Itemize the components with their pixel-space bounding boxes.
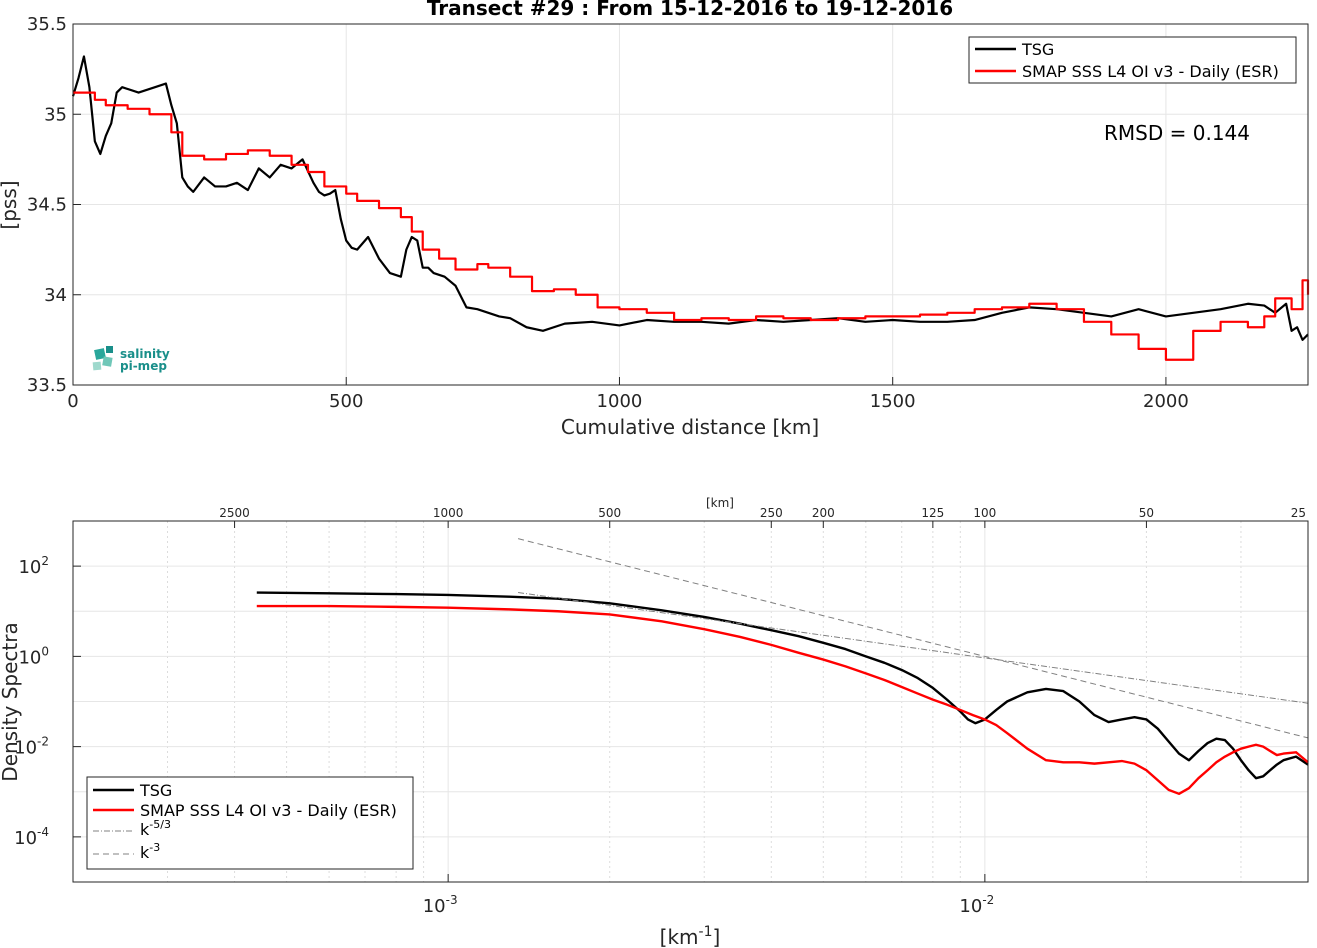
top-legend: TSG SMAP SSS L4 OI v3 - Daily (ESR) (968, 36, 1297, 84)
bottom-axes-frame (72, 520, 1309, 883)
top-km-tick-label: 25 (1291, 506, 1306, 520)
top-legend-box (968, 36, 1297, 84)
top-x-tick-label: 500 (329, 391, 363, 412)
top-x-axis-label: Cumulative distance [km] (561, 415, 819, 439)
bottom-x-axis-label: [km-1] (660, 924, 721, 948)
bottom-legend: TSG SMAP SSS L4 OI v3 - Daily (ESR) k-5/… (86, 776, 414, 870)
top-km-tick-label: 250 (760, 506, 783, 520)
top-y-tick-label: 35 (44, 104, 67, 125)
top-km-tick-label: 125 (921, 506, 944, 520)
k53-base: k (140, 820, 150, 839)
top-y-axis-label: [pss] (0, 180, 21, 229)
top-km-tick-label: 1000 (433, 506, 464, 520)
bottom-series (256, 538, 1309, 796)
bottom-y-tick-label: 102 (18, 554, 49, 578)
chart-title: Transect #29 : From 15-12-2016 to 19-12-… (427, 0, 953, 20)
top-y-tick-label: 34.5 (27, 195, 67, 216)
top-axis-unit-label: [km] (706, 496, 734, 510)
rmsd-annotation: RMSD = 0.144 (1104, 121, 1250, 145)
transect-salinity-chart: salinity pi-mep 0 500 1000 1500 2000 33.5 34 34… (0, 0, 1310, 439)
k3-sup: -3 (149, 841, 160, 854)
bottom-y-tick-label: 10-2 (14, 735, 49, 759)
bottom-series-k53-line (518, 592, 1309, 704)
bottom-y-axis-label: Density Spectra (0, 622, 22, 781)
bottom-x-tick-label: 10-3 (423, 893, 458, 917)
k53-sup: -5/3 (149, 818, 171, 831)
bottom-x-tick-label: 10-2 (959, 893, 994, 917)
bottom-series-tsg-line (256, 591, 1309, 780)
top-series (71, 55, 1310, 361)
top-km-tick-label: 2500 (219, 506, 250, 520)
top-legend-tsg-label: TSG (1021, 40, 1054, 59)
top-km-tick-label: 100 (973, 506, 996, 520)
k3-base: k (140, 843, 150, 862)
bottom-legend-k53-label: k-5/3 (140, 818, 171, 839)
bottom-legend-k3-label: k-3 (140, 841, 160, 862)
top-y-tick-label: 35.5 (27, 14, 67, 35)
top-y-tick-label: 33.5 (27, 375, 67, 396)
top-series-tsg-line (71, 55, 1309, 341)
bottom-legend-box (86, 776, 414, 870)
salinity-pi-mep-logo: salinity pi-mep (92, 346, 170, 373)
logo-line1: salinity (120, 347, 170, 361)
bottom-legend-smap-label: SMAP SSS L4 OI v3 - Daily (ESR) (140, 801, 397, 820)
bottom-x-axis-label-end: ] (713, 925, 721, 948)
top-km-tick-label: 500 (598, 506, 621, 520)
density-spectra-chart: 10-3 10-2 10-4 10-2 100 102 2500 1000 500 250 200 1… (0, 496, 1309, 948)
bottom-x-axis-label-sup: -1 (699, 924, 713, 940)
bottom-y-tick-label: 10-4 (14, 825, 49, 849)
top-km-tick-label: 200 (812, 506, 835, 520)
bottom-ticks: 10-3 10-2 10-4 10-2 100 102 2500 1000 500 250 200 1… (14, 506, 1309, 917)
top-legend-smap-label: SMAP SSS L4 OI v3 - Daily (ESR) (1022, 62, 1279, 81)
bottom-y-tick-label: 100 (18, 644, 49, 668)
top-km-tick-label: 50 (1139, 506, 1154, 520)
top-y-tick-label: 34 (44, 285, 67, 306)
top-ticks: 0 500 1000 1500 2000 33.5 34 34.5 35 35.5 (27, 14, 1189, 412)
logo-mark-icon (92, 346, 113, 371)
bottom-series-k3-line (517, 538, 1309, 739)
top-series-smap-line (73, 91, 1310, 361)
bottom-series-smap-line (256, 604, 1309, 796)
logo-line2: pi-mep (120, 359, 167, 373)
bottom-legend-tsg-label: TSG (139, 781, 172, 800)
top-x-tick-label: 0 (67, 391, 78, 412)
top-x-tick-label: 1000 (597, 391, 643, 412)
top-x-tick-label: 1500 (870, 391, 916, 412)
bottom-x-axis-label-base: [km (660, 925, 699, 948)
top-x-tick-label: 2000 (1143, 391, 1189, 412)
